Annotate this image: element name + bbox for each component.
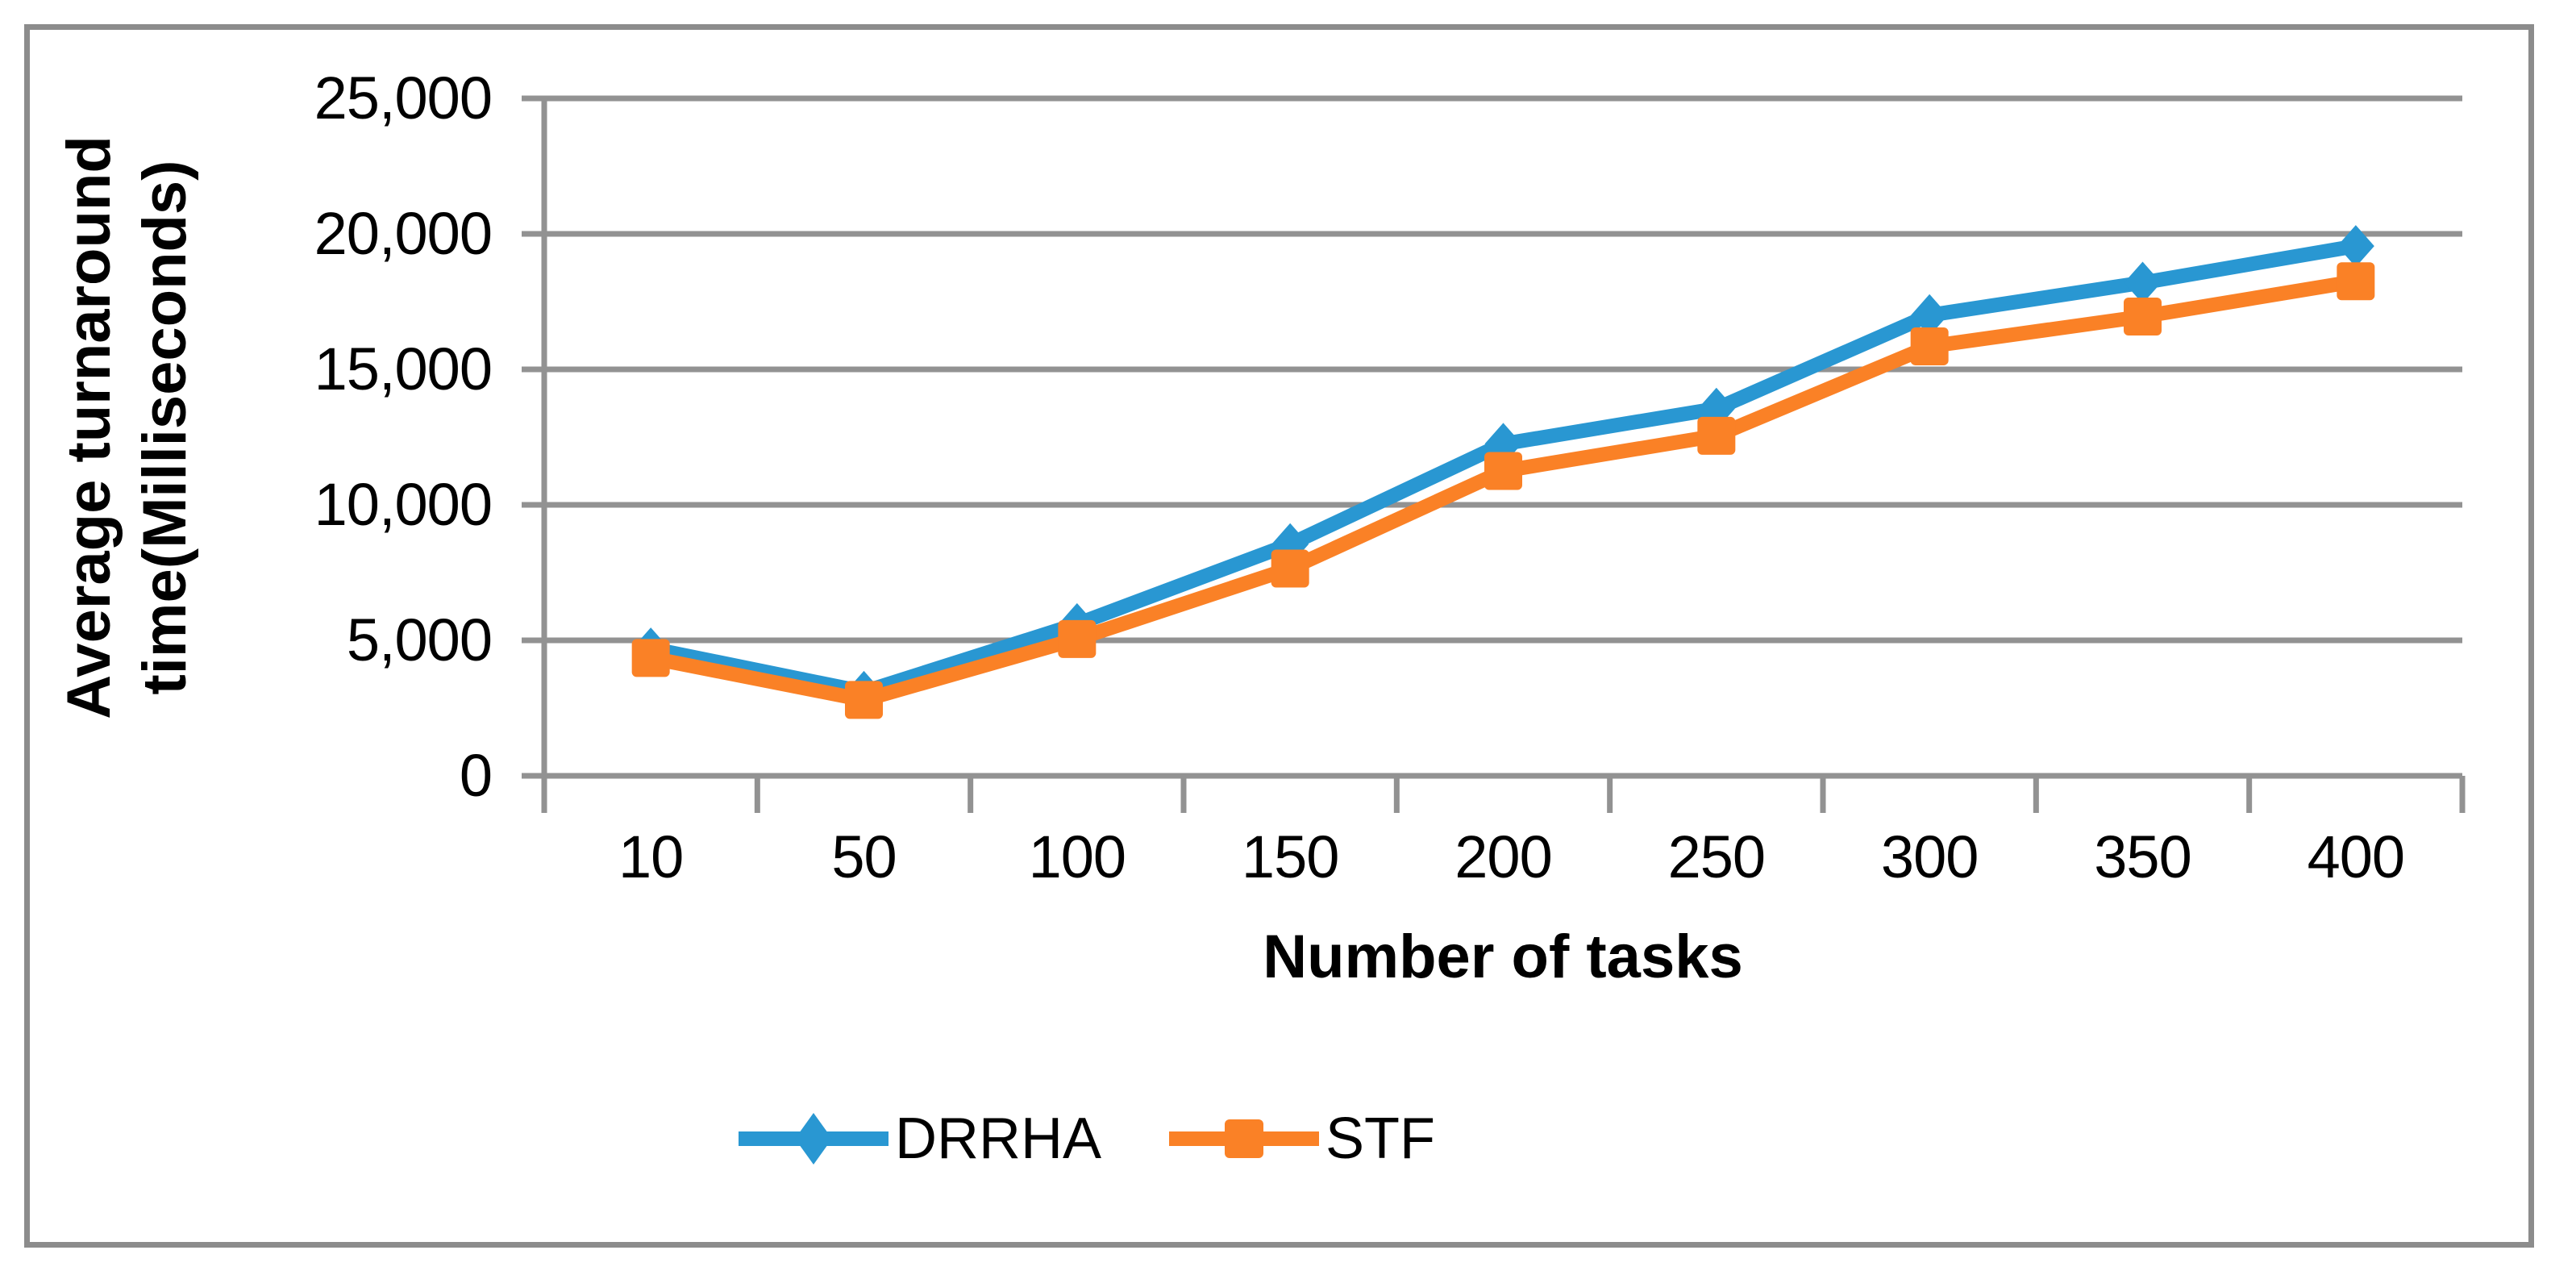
- marker-square: [1058, 619, 1097, 658]
- y-tick-label: 15,000: [314, 335, 493, 402]
- x-tick-label: 100: [1028, 823, 1126, 890]
- y-tick-label: 20,000: [314, 200, 493, 267]
- marker-square: [631, 639, 670, 677]
- marker-square: [845, 681, 883, 719]
- x-tick-label: 200: [1454, 823, 1552, 890]
- marker-square: [1697, 416, 1736, 455]
- legend-label-drrha: DRRHA: [895, 1106, 1102, 1171]
- chart-border: [24, 24, 2534, 1248]
- series-STF: [631, 262, 2375, 719]
- x-tick-label: 10: [618, 823, 684, 890]
- series-line-STF: [649, 273, 2358, 707]
- marker-square: [1271, 549, 1309, 588]
- legend-marker-square-icon: [1169, 1119, 1320, 1158]
- x-axis-title: Number of tasks: [1263, 923, 1743, 991]
- x-tick-label: 250: [1667, 823, 1766, 890]
- y-tick-label: 0: [459, 742, 493, 809]
- legend-label-stf: STF: [1325, 1106, 1435, 1171]
- legend-item-drrha: DRRHA: [739, 1092, 1101, 1186]
- y-tick-label: 5,000: [346, 606, 493, 673]
- x-tick-label: 150: [1241, 823, 1339, 890]
- y-axis-title-line2: time(Milliseconds): [131, 160, 199, 695]
- x-tick-label: 350: [2094, 823, 2191, 890]
- legend: DRRHA STF: [739, 1090, 1435, 1187]
- y-axis-title: Average turnaround time(Milliseconds): [52, 0, 210, 871]
- y-tick-label: 10,000: [314, 471, 493, 538]
- marker-square: [1484, 452, 1522, 490]
- y-tick-label: 25,000: [314, 65, 493, 131]
- legend-item-stf: STF: [1169, 1092, 1435, 1186]
- marker-diamond: [2337, 225, 2374, 268]
- marker-diamond: [1911, 294, 1949, 336]
- marker-square: [1910, 327, 1949, 365]
- x-tick-label: 300: [1880, 823, 1979, 890]
- x-tick-label: 400: [2307, 823, 2405, 890]
- marker-diamond: [2124, 261, 2162, 304]
- marker-square: [2337, 262, 2375, 301]
- y-axis-title-line1: Average turnaround: [55, 135, 123, 719]
- x-tick-label: 50: [831, 823, 897, 890]
- marker-square: [2124, 297, 2162, 335]
- legend-marker-diamond-icon: [739, 1113, 888, 1165]
